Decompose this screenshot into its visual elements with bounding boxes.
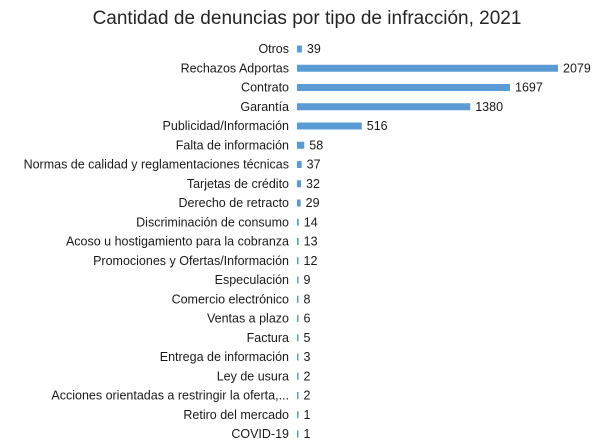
data-label: 2 — [304, 389, 311, 403]
bar — [297, 411, 299, 419]
category-label: Ventas a plazo — [207, 312, 289, 326]
bar — [297, 334, 299, 342]
data-label: 8 — [304, 292, 311, 306]
bar — [297, 353, 299, 361]
bar — [297, 392, 299, 399]
category-label: Rechazos Adportas — [181, 61, 289, 75]
data-label: 5 — [304, 331, 311, 345]
bar — [297, 103, 471, 111]
category-label: Otros — [258, 42, 289, 56]
bar — [297, 45, 302, 53]
category-label: Publicidad/Información — [163, 119, 290, 133]
bar — [297, 430, 299, 438]
data-label: 14 — [304, 215, 318, 229]
category-label: Discriminación de consumo — [136, 215, 289, 229]
data-label: 13 — [304, 235, 318, 249]
data-label: 32 — [306, 177, 320, 191]
category-label: Ley de usura — [217, 369, 289, 383]
data-label: 516 — [367, 119, 388, 133]
bar — [297, 257, 299, 265]
data-label: 1 — [304, 408, 311, 422]
bar — [297, 84, 511, 91]
category-label: Especulación — [215, 273, 289, 287]
bar — [297, 315, 299, 322]
data-label: 9 — [304, 273, 311, 287]
data-label: 2079 — [563, 61, 591, 75]
bar — [297, 238, 299, 245]
bar — [297, 218, 299, 226]
category-label: Falta de información — [176, 138, 289, 152]
data-label: 1380 — [475, 100, 503, 114]
data-label: 58 — [309, 138, 323, 152]
data-label: 39 — [307, 42, 321, 56]
category-label: Retiro del mercado — [183, 408, 289, 422]
category-label: Tarjetas de crédito — [187, 177, 289, 191]
data-label: 12 — [304, 254, 318, 268]
bar — [297, 161, 302, 168]
bar — [297, 122, 362, 130]
category-label: Promociones y Ofertas/Información — [93, 254, 289, 268]
bar — [297, 295, 299, 303]
data-label: 1697 — [515, 81, 543, 95]
data-label: 1 — [304, 427, 311, 441]
bar — [297, 372, 299, 380]
category-label: Factura — [247, 331, 289, 345]
data-label: 6 — [304, 312, 311, 326]
bar — [297, 180, 302, 188]
bar — [297, 141, 305, 149]
category-label: Garantía — [240, 100, 289, 114]
chart-title: Cantidad de denuncias por tipo de infrac… — [93, 8, 522, 29]
bar — [297, 276, 299, 284]
category-label: Comercio electrónico — [172, 292, 289, 306]
bar — [297, 199, 301, 207]
category-label: Entrega de información — [160, 350, 289, 364]
category-label: Derecho de retracto — [179, 196, 290, 210]
data-label: 3 — [304, 350, 311, 364]
category-label: Normas de calidad y reglamentaciones téc… — [24, 158, 289, 172]
bar — [297, 64, 558, 72]
data-label: 37 — [307, 158, 321, 172]
data-label: 2 — [304, 369, 311, 383]
category-label: Contrato — [241, 81, 289, 95]
data-label: 29 — [306, 196, 320, 210]
category-label: Acoso u hostigamiento para la cobranza — [66, 235, 289, 249]
category-label: COVID-19 — [231, 427, 289, 441]
category-label: Acciones orientadas a restringir la ofer… — [51, 389, 289, 403]
